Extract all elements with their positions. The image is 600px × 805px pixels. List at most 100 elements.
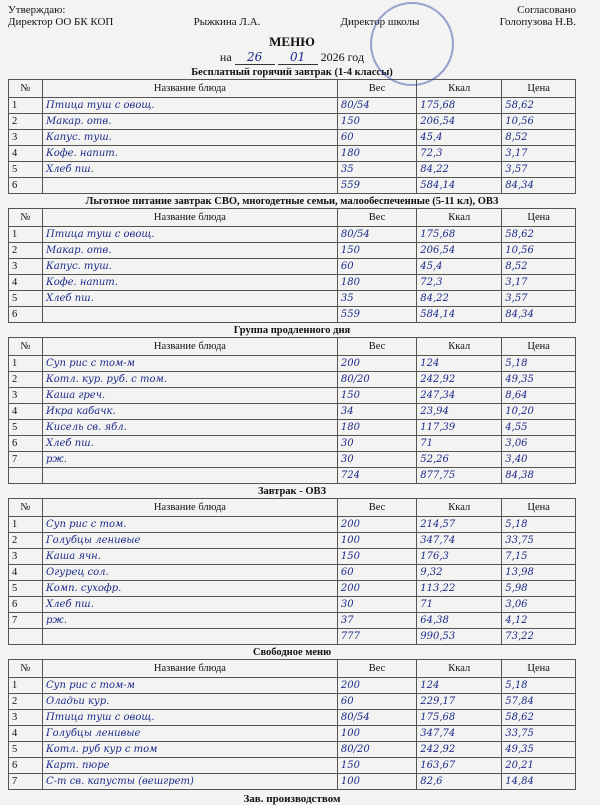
cell: Кисель св. ябл.	[42, 419, 338, 436]
cell: рж.	[42, 451, 338, 468]
cell: Котл. кур. руб. с том.	[42, 371, 338, 388]
cell: 124	[416, 355, 503, 372]
column-header: №	[7, 498, 44, 517]
menu-row: 2 Макар. отв. 150 206,54 10,56	[7, 113, 576, 130]
cell: 100	[336, 773, 418, 790]
cell: Суп рис с том-м	[42, 355, 338, 372]
column-header: Ккал	[416, 659, 503, 678]
cell: 100	[336, 532, 418, 549]
cell: 13,98	[501, 564, 576, 581]
column-header: №	[7, 337, 44, 356]
header-row: № Название блюда Вес Ккал Цена	[7, 79, 576, 98]
cell: 84,22	[416, 161, 503, 178]
approve-position: Директор ОО БК КОП	[8, 16, 114, 28]
cell: 3,17	[501, 274, 576, 291]
menu-row: 5 Кисель св. ябл. 180 117,39 4,55	[7, 419, 576, 436]
column-header: Ккал	[416, 498, 503, 517]
column-header: Цена	[501, 208, 576, 227]
menu-row: 3 Птица туш с овощ. 80/54 175,68 58,62	[7, 709, 576, 726]
menu-row: 4 Икра кабачк. 34 23,94 10,20	[7, 403, 576, 420]
cell: 64,38	[416, 612, 503, 629]
approve-name: Рыжкина Л.А.	[193, 16, 261, 28]
row-number: 5	[7, 161, 44, 178]
cell: Оладьи кур.	[42, 693, 338, 710]
total-cell	[42, 177, 338, 194]
total-cell: 990,53	[416, 628, 503, 645]
column-header: №	[7, 208, 44, 227]
cell: 35	[336, 290, 418, 307]
row-number: 2	[7, 371, 44, 388]
cell: Карт. пюре	[42, 757, 338, 774]
cell: рж.	[42, 612, 338, 629]
section-title: Группа продленного дня	[233, 325, 351, 336]
header-row: № Название блюда Вес Ккал Цена	[7, 659, 576, 678]
cell: 100	[336, 725, 418, 742]
column-header: Ккал	[416, 337, 503, 356]
cell: Котл. руб кур с том	[42, 741, 338, 758]
row-number: 5	[7, 290, 44, 307]
cell: 3,40	[501, 451, 576, 468]
menu-row: 5 Хлеб пш. 35 84,22 3,57	[7, 290, 576, 307]
menu-row: 2 Котл. кур. руб. с том. 80/20 242,92 49,35	[7, 371, 576, 388]
column-header: Вес	[336, 498, 418, 517]
menu-row: 3 Каша греч. 150 247,34 8,64	[7, 387, 576, 404]
total-row: 6 559 584,14 84,34	[7, 177, 576, 194]
menu-row: 4 Огурец сол. 60 9,32 13,98	[7, 564, 576, 581]
menu-row: 4 Кофе. напит. 180 72,3 3,17	[7, 145, 576, 162]
column-header: Цена	[501, 79, 576, 98]
cell: Суп рис с том.	[42, 516, 338, 533]
cell: 8,52	[501, 129, 576, 146]
row-number: 6	[7, 757, 44, 774]
month: 01	[277, 50, 318, 65]
cell: 150	[336, 113, 418, 130]
cell: 200	[336, 677, 418, 694]
stamp	[370, 2, 454, 86]
row-number: 2	[7, 693, 44, 710]
section-title: Бесплатный горячий завтрак (1-4 классы)	[191, 67, 393, 78]
cell: Хлеб пш.	[42, 290, 338, 307]
menu-page: Утверждаю: Согласовано Директор ОО БК КО…	[7, 2, 576, 805]
cell: Капус. туш.	[42, 258, 338, 275]
column-header: Название блюда	[42, 79, 338, 98]
cell: 347,74	[416, 725, 503, 742]
cell: Птица туш с овощ.	[42, 97, 338, 114]
cell: 214,57	[416, 516, 503, 533]
cell: 7,15	[501, 548, 576, 565]
cell: 229,17	[416, 693, 503, 710]
menu-row: 3 Капус. туш. 60 45,4 8,52	[7, 258, 576, 275]
menu-row: 7 рж. 30 52,26 3,40	[7, 451, 576, 468]
cell: Голубцы ленивые	[42, 532, 338, 549]
menu-row: 2 Макар. отв. 150 206,54 10,56	[7, 242, 576, 259]
date-prefix: на	[219, 50, 232, 64]
row-number: 6	[7, 596, 44, 613]
total-cell: 584,14	[416, 306, 503, 323]
cell: 4,55	[501, 419, 576, 436]
menu-row: 7 С-т св. капусты (вешгрет) 100 82,6 14,84	[7, 773, 576, 790]
cell: 45,4	[416, 258, 503, 275]
agree-label: Согласовано	[517, 4, 576, 16]
year: 2026 год	[320, 50, 365, 64]
cell: 80/54	[336, 97, 418, 114]
cell: Макар. отв.	[42, 113, 338, 130]
cell: 5,18	[501, 516, 576, 533]
menu-row: 7 рж. 37 64,38 4,12	[7, 612, 576, 629]
cell: 30	[336, 435, 418, 452]
row-number: 4	[7, 725, 44, 742]
cell: 163,67	[416, 757, 503, 774]
row-number: 3	[7, 129, 44, 146]
cell: 8,52	[501, 258, 576, 275]
cell: 10,56	[501, 242, 576, 259]
menu-row: 2 Оладьи кур. 60 229,17 57,84	[7, 693, 576, 710]
menu-table: № Название блюда Вес Ккал Цена 1 Суп рис с том…	[7, 337, 576, 484]
cell: 5,98	[501, 580, 576, 597]
menu-row: 4 Голубцы ленивые 100 347,74 33,75	[7, 725, 576, 742]
section-title: Свободное меню	[252, 647, 332, 658]
column-header: Название блюда	[42, 659, 338, 678]
menu-row: 3 Каша ячн. 150 176,3 7,15	[7, 548, 576, 565]
total-cell: 724	[336, 467, 418, 484]
menu-row: 5 Хлеб пш. 35 84,22 3,57	[7, 161, 576, 178]
row-number: 5	[7, 741, 44, 758]
total-row: 6 559 584,14 84,34	[7, 306, 576, 323]
sections: Бесплатный горячий завтрак (1-4 классы) №…	[7, 67, 576, 790]
cell: Огурец сол.	[42, 564, 338, 581]
